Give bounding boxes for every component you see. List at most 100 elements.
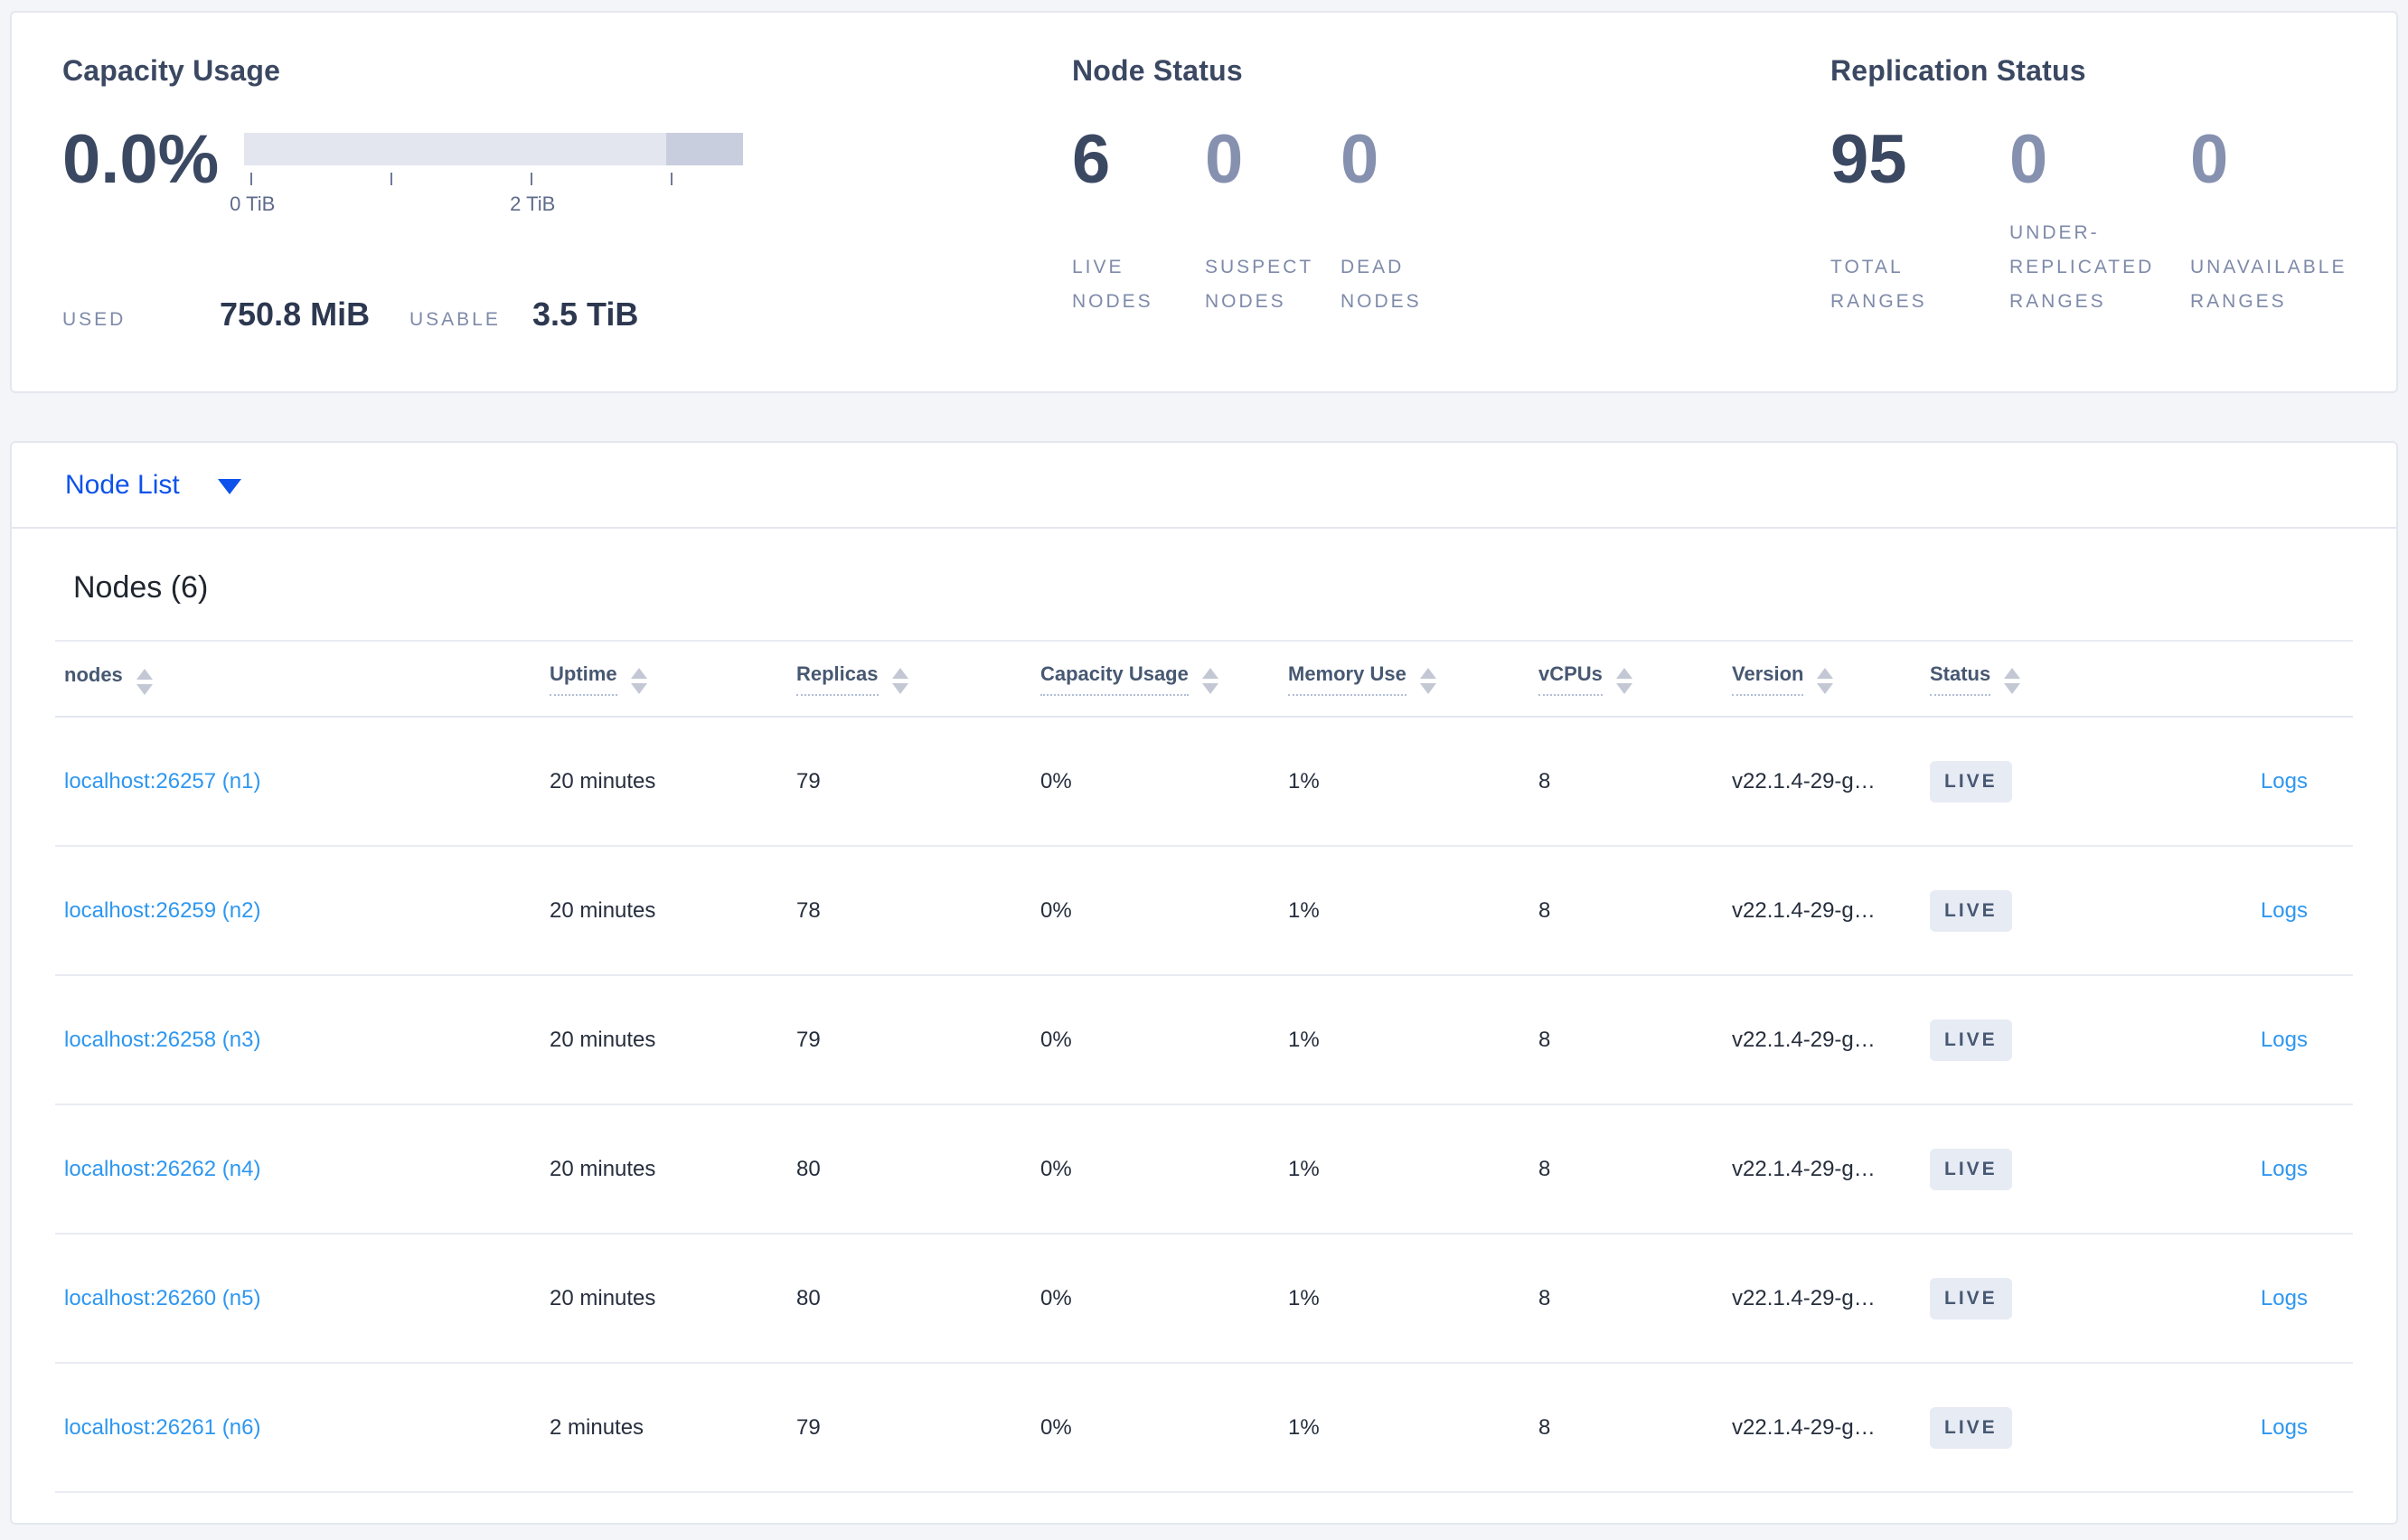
cluster-summary-card: Capacity Usage 0.0% 0 TiB 2 TiB USED 7 <box>10 11 2398 393</box>
axis-tick-label: 0 TiB <box>230 192 276 215</box>
status-badge: LIVE <box>1930 1277 2012 1319</box>
node-status-panel: Node Status 6 LIVE NODES 0 SUSPECT NODES… <box>1072 54 1830 391</box>
node-list-card: Node List Nodes (6) nodes Uptime Replica… <box>10 441 2398 1525</box>
table-row: localhost:26261 (n6) 2 minutes 79 0% 1% … <box>55 1364 2353 1493</box>
sort-icon <box>136 668 153 695</box>
column-header-replicas[interactable]: Replicas <box>796 662 1040 696</box>
status-badge: LIVE <box>1930 889 2012 932</box>
replication-status-panel: Replication Status 95 TOTAL RANGES 0 UND… <box>1830 54 2396 391</box>
chevron-down-icon <box>217 479 241 494</box>
logs-link[interactable]: Logs <box>2260 1027 2308 1052</box>
used-value: 750.8 MiB <box>220 296 371 333</box>
uptime-cell: 2 minutes <box>550 1414 644 1440</box>
live-nodes-value: 6 <box>1072 121 1111 198</box>
node-list-dropdown-label: Node List <box>65 469 180 500</box>
replicas-cell: 78 <box>796 897 821 923</box>
column-header-status[interactable]: Status <box>1930 662 2129 696</box>
total-ranges-value: 95 <box>1830 121 1907 198</box>
unavailable-ranges-label: UNAVAILABLE RANGES <box>2190 257 2347 312</box>
capacity-usage-cell: 0% <box>1040 1285 1072 1310</box>
table-row: localhost:26260 (n5) 20 minutes 80 0% 1%… <box>55 1235 2353 1364</box>
node-link[interactable]: localhost:26260 (n5) <box>64 1285 261 1310</box>
replicas-cell: 79 <box>796 1027 821 1052</box>
uptime-cell: 20 minutes <box>550 1027 656 1052</box>
node-link[interactable]: localhost:26259 (n2) <box>64 897 261 923</box>
logs-link[interactable]: Logs <box>2260 1156 2308 1181</box>
node-link[interactable]: localhost:26262 (n4) <box>64 1156 261 1181</box>
status-badge: LIVE <box>1930 760 2012 803</box>
sort-icon <box>1817 667 1834 694</box>
column-header-vcpus[interactable]: vCPUs <box>1538 662 1732 696</box>
sort-icon <box>2004 667 2021 694</box>
column-header-version[interactable]: Version <box>1732 662 1930 696</box>
axis-tick <box>671 173 673 185</box>
node-list-dropdown[interactable]: Node List <box>12 443 2396 529</box>
capacity-usage-title: Capacity Usage <box>62 54 281 87</box>
nodes-table: nodes Uptime Replicas Capacity Usage Mem… <box>55 640 2353 1493</box>
column-header-memory-use[interactable]: Memory Use <box>1288 662 1538 696</box>
total-ranges-label: TOTAL RANGES <box>1830 257 1927 312</box>
usable-value: 3.5 TiB <box>532 296 639 333</box>
version-cell: v22.1.4-29-g… <box>1732 1156 1876 1181</box>
logs-link[interactable]: Logs <box>2260 768 2308 793</box>
nodes-table-section: Nodes (6) nodes Uptime Replicas Capacity… <box>12 570 2396 1493</box>
node-link[interactable]: localhost:26257 (n1) <box>64 768 261 793</box>
node-link[interactable]: localhost:26261 (n6) <box>64 1414 261 1440</box>
replicas-cell: 79 <box>796 1414 821 1440</box>
logs-link[interactable]: Logs <box>2260 1285 2308 1310</box>
capacity-usage-cell: 0% <box>1040 1414 1072 1440</box>
vcpus-cell: 8 <box>1538 1027 1551 1052</box>
sort-icon <box>1201 667 1218 694</box>
replication-stats: 95 TOTAL RANGES 0 UNDER-REPLICATED RANGE… <box>1830 126 2396 319</box>
column-header-capacity-usage[interactable]: Capacity Usage <box>1040 662 1288 696</box>
usable-label: USABLE <box>409 309 501 330</box>
sort-icon <box>630 667 647 694</box>
sort-icon <box>891 667 908 694</box>
under-replicated-ranges-label: UNDER-REPLICATED RANGES <box>2009 222 2155 312</box>
memory-use-cell: 1% <box>1288 768 1320 793</box>
dead-nodes-value: 0 <box>1340 121 1379 198</box>
replicas-cell: 79 <box>796 768 821 793</box>
dead-nodes-label: DEAD NODES <box>1340 257 1422 312</box>
vcpus-cell: 8 <box>1538 1285 1551 1310</box>
table-row: localhost:26259 (n2) 20 minutes 78 0% 1%… <box>55 847 2353 976</box>
node-link[interactable]: localhost:26258 (n3) <box>64 1027 261 1052</box>
capacity-used-usable-row: USED 750.8 MiB USABLE 3.5 TiB <box>62 296 1072 333</box>
capacity-bar-track <box>244 133 744 165</box>
column-header-nodes[interactable]: nodes <box>55 663 550 695</box>
logs-link[interactable]: Logs <box>2260 1414 2308 1440</box>
version-cell: v22.1.4-29-g… <box>1732 897 1876 923</box>
column-header-uptime[interactable]: Uptime <box>550 662 796 696</box>
used-label: USED <box>62 309 127 330</box>
sort-icon <box>1419 667 1436 694</box>
capacity-percent-value: 0.0% <box>62 121 220 198</box>
memory-use-cell: 1% <box>1288 1156 1320 1181</box>
replication-status-title: Replication Status <box>1830 54 2086 87</box>
logs-link[interactable]: Logs <box>2260 897 2308 923</box>
memory-use-cell: 1% <box>1288 1285 1320 1310</box>
vcpus-cell: 8 <box>1538 897 1551 923</box>
capacity-bar: 0 TiB 2 TiB <box>230 133 744 215</box>
uptime-cell: 20 minutes <box>550 1156 656 1181</box>
uptime-cell: 20 minutes <box>550 897 656 923</box>
table-row: localhost:26258 (n3) 20 minutes 79 0% 1%… <box>55 976 2353 1105</box>
status-badge: LIVE <box>1930 1148 2012 1190</box>
capacity-usage-cell: 0% <box>1040 1027 1072 1052</box>
axis-tick <box>390 173 393 185</box>
suspect-nodes-value: 0 <box>1205 121 1244 198</box>
node-status-stats: 6 LIVE NODES 0 SUSPECT NODES 0 DEAD NODE… <box>1072 126 1830 319</box>
under-replicated-ranges-stat: 0 UNDER-REPLICATED RANGES <box>2009 126 2190 319</box>
nodes-table-title: Nodes (6) <box>73 570 209 605</box>
under-replicated-ranges-value: 0 <box>2009 121 2048 198</box>
suspect-nodes-stat: 0 SUSPECT NODES <box>1205 126 1340 319</box>
vcpus-cell: 8 <box>1538 768 1551 793</box>
version-cell: v22.1.4-29-g… <box>1732 1414 1876 1440</box>
memory-use-cell: 1% <box>1288 1027 1320 1052</box>
total-ranges-stat: 95 TOTAL RANGES <box>1830 126 2009 319</box>
uptime-cell: 20 minutes <box>550 768 656 793</box>
vcpus-cell: 8 <box>1538 1414 1551 1440</box>
version-cell: v22.1.4-29-g… <box>1732 1285 1876 1310</box>
nodes-table-header: nodes Uptime Replicas Capacity Usage Mem… <box>55 640 2353 718</box>
table-row: localhost:26262 (n4) 20 minutes 80 0% 1%… <box>55 1105 2353 1235</box>
